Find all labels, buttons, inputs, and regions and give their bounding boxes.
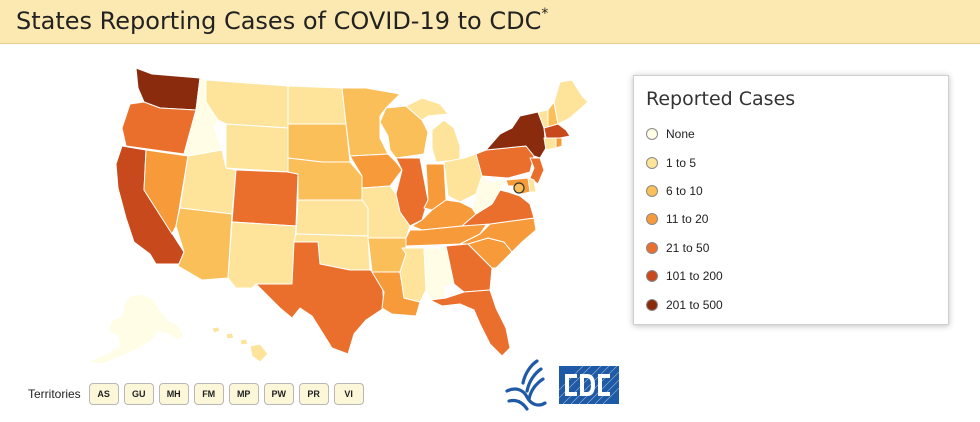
state-FL[interactable] bbox=[429, 289, 511, 357]
legend-item-201-to-500: 201 to 500 bbox=[646, 296, 723, 314]
legend-item-none: None bbox=[646, 125, 695, 143]
legend-swatch bbox=[646, 213, 658, 225]
state-TX[interactable] bbox=[255, 241, 385, 355]
legend-item-11-to-20: 11 to 20 bbox=[646, 210, 708, 228]
legend-label: 11 to 20 bbox=[666, 212, 709, 226]
us-map bbox=[60, 58, 600, 368]
legend-swatch bbox=[646, 299, 658, 311]
territory-button-vi[interactable]: VI bbox=[333, 383, 364, 405]
state-NE[interactable] bbox=[287, 157, 363, 201]
state-WV[interactable] bbox=[471, 175, 507, 215]
state-KS[interactable] bbox=[295, 199, 369, 237]
state-IA[interactable] bbox=[349, 153, 403, 189]
legend-panel: Reported Cases None 1 to 5 6 to 10 11 to… bbox=[633, 75, 949, 325]
state-HI-3[interactable] bbox=[239, 338, 249, 346]
title-text: States Reporting Cases of COVID-19 to CD… bbox=[16, 7, 542, 35]
state-PA[interactable] bbox=[475, 145, 535, 179]
legend-swatch bbox=[646, 185, 658, 197]
legend-swatch bbox=[646, 270, 658, 282]
legend-label: 6 to 10 bbox=[666, 184, 703, 198]
territory-button-fm[interactable]: FM bbox=[193, 383, 224, 405]
state-DC[interactable] bbox=[513, 182, 525, 194]
legend-item-101-to-200: 101 to 200 bbox=[646, 267, 723, 285]
state-CT[interactable] bbox=[543, 137, 557, 151]
state-MN[interactable] bbox=[341, 87, 401, 157]
legend-label: 101 to 200 bbox=[666, 269, 723, 283]
state-HI[interactable] bbox=[211, 326, 221, 334]
territory-button-pr[interactable]: PR bbox=[298, 383, 329, 405]
legend-label: 1 to 5 bbox=[666, 156, 697, 170]
state-MO[interactable] bbox=[361, 185, 411, 239]
title-bar: States Reporting Cases of COVID-19 to CD… bbox=[0, 0, 980, 44]
state-AK[interactable] bbox=[87, 293, 185, 365]
title-footnote-mark: * bbox=[541, 6, 549, 22]
legend-item-6-to-10: 6 to 10 bbox=[646, 182, 703, 200]
territory-button-mh[interactable]: MH bbox=[158, 383, 189, 405]
territories-bar: Territories AS GU MH FM MP PW PR VI bbox=[28, 381, 369, 407]
territory-button-as[interactable]: AS bbox=[88, 383, 119, 405]
territory-button-gu[interactable]: GU bbox=[123, 383, 154, 405]
state-WY[interactable] bbox=[225, 123, 289, 173]
legend-title: Reported Cases bbox=[646, 88, 796, 110]
state-AR[interactable] bbox=[367, 237, 407, 273]
state-HI-4[interactable] bbox=[249, 343, 269, 363]
legend-label: None bbox=[666, 127, 695, 141]
state-MT[interactable] bbox=[205, 79, 289, 129]
state-ND[interactable] bbox=[287, 85, 347, 125]
state-MI-UP[interactable] bbox=[405, 97, 449, 121]
state-SD[interactable] bbox=[287, 123, 351, 163]
legend-item-1-to-5: 1 to 5 bbox=[646, 154, 696, 172]
state-ME[interactable] bbox=[553, 79, 589, 125]
state-CO[interactable] bbox=[231, 169, 299, 227]
page-title: States Reporting Cases of COVID-19 to CD… bbox=[16, 6, 549, 35]
legend-swatch bbox=[646, 242, 658, 254]
legend-label: 201 to 500 bbox=[666, 298, 723, 312]
legend-item-21-to-50: 21 to 50 bbox=[646, 239, 709, 257]
state-IL[interactable] bbox=[395, 157, 429, 227]
legend-swatch bbox=[646, 157, 658, 169]
state-HI-2[interactable] bbox=[225, 332, 235, 340]
territory-button-mp[interactable]: MP bbox=[228, 383, 259, 405]
state-NJ[interactable] bbox=[529, 157, 545, 185]
state-OR[interactable] bbox=[121, 101, 197, 155]
state-NC[interactable] bbox=[459, 217, 537, 253]
state-RI[interactable] bbox=[555, 137, 563, 149]
state-MI[interactable] bbox=[431, 119, 461, 163]
territory-button-pw[interactable]: PW bbox=[263, 383, 294, 405]
cdc-logo bbox=[559, 366, 619, 404]
legend-swatch bbox=[646, 128, 658, 140]
territories-label: Territories bbox=[28, 387, 81, 401]
hhs-eagle-logo bbox=[505, 359, 547, 411]
state-AZ[interactable] bbox=[175, 207, 233, 281]
legend-label: 21 to 50 bbox=[666, 241, 710, 255]
state-NM[interactable] bbox=[227, 221, 297, 289]
